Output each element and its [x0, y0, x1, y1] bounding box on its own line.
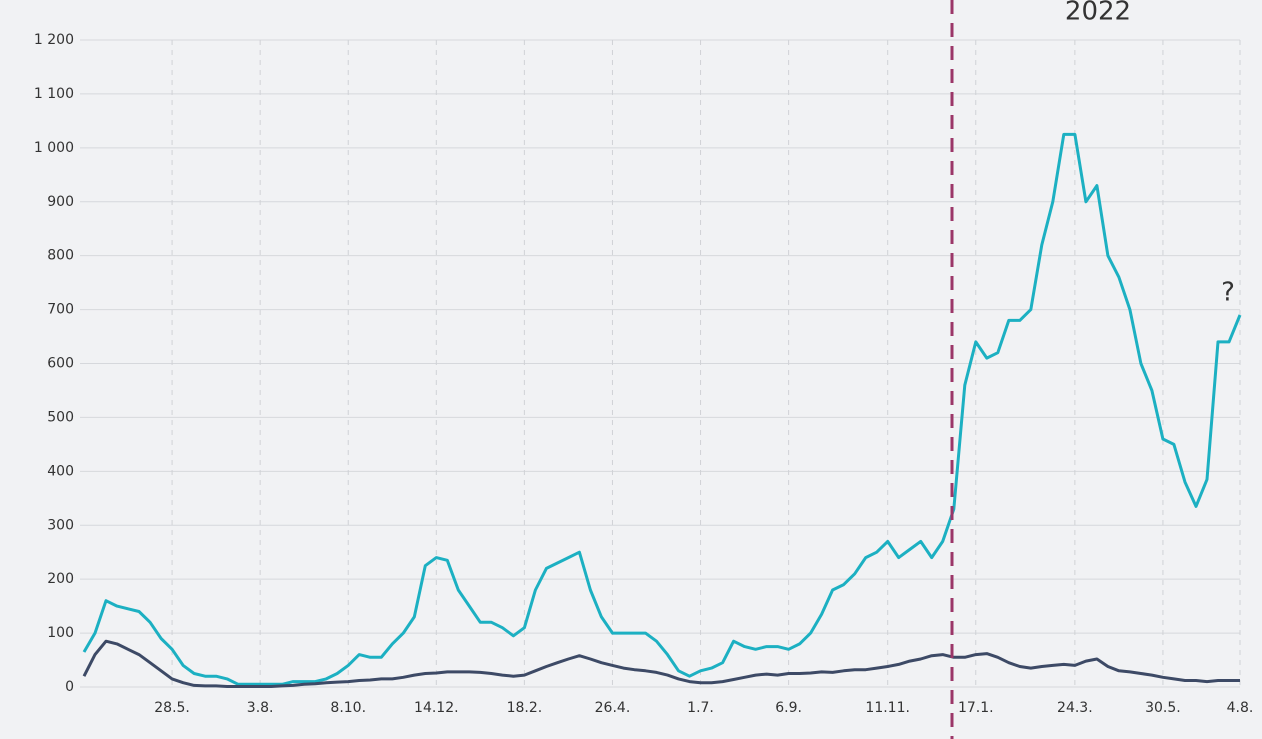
x-tick-label: 3.8.: [247, 700, 274, 716]
y-tick-label: 800: [47, 248, 74, 264]
x-tick-label: 1.7.: [687, 700, 714, 716]
annotation: 2022: [1065, 0, 1131, 27]
y-tick-label: 300: [47, 517, 74, 533]
x-tick-label: 18.2.: [507, 700, 543, 716]
x-tick-label: 26.4.: [595, 700, 631, 716]
y-tick-label: 0: [65, 679, 74, 695]
annotation: ?: [1221, 278, 1235, 308]
series-line: [82, 639, 1240, 688]
x-tick-label: 6.9.: [775, 700, 802, 716]
x-tick-label: 14.12.: [414, 700, 459, 716]
y-tick-label: 200: [47, 571, 74, 587]
y-tick-label: 1 200: [34, 32, 74, 48]
x-tick-label: 30.5.: [1145, 700, 1181, 716]
x-tick-label: 28.5.: [154, 700, 190, 716]
y-tick-label: 1 100: [34, 86, 74, 102]
y-tick-label: 400: [47, 463, 74, 479]
y-tick-label: 100: [47, 625, 74, 641]
y-tick-label: 600: [47, 356, 74, 372]
x-tick-label: 11.11.: [865, 700, 910, 716]
x-tick-label: 4.8.: [1227, 700, 1254, 716]
y-tick-label: 500: [47, 409, 74, 425]
x-tick-label: 17.1.: [958, 700, 994, 716]
y-tick-label: 1 000: [34, 140, 74, 156]
y-tick-label: 900: [47, 194, 74, 210]
x-tick-label: 24.3.: [1057, 700, 1093, 716]
y-tick-label: 700: [47, 302, 74, 318]
series-line: [82, 132, 1242, 686]
x-tick-label: 8.10.: [330, 700, 366, 716]
